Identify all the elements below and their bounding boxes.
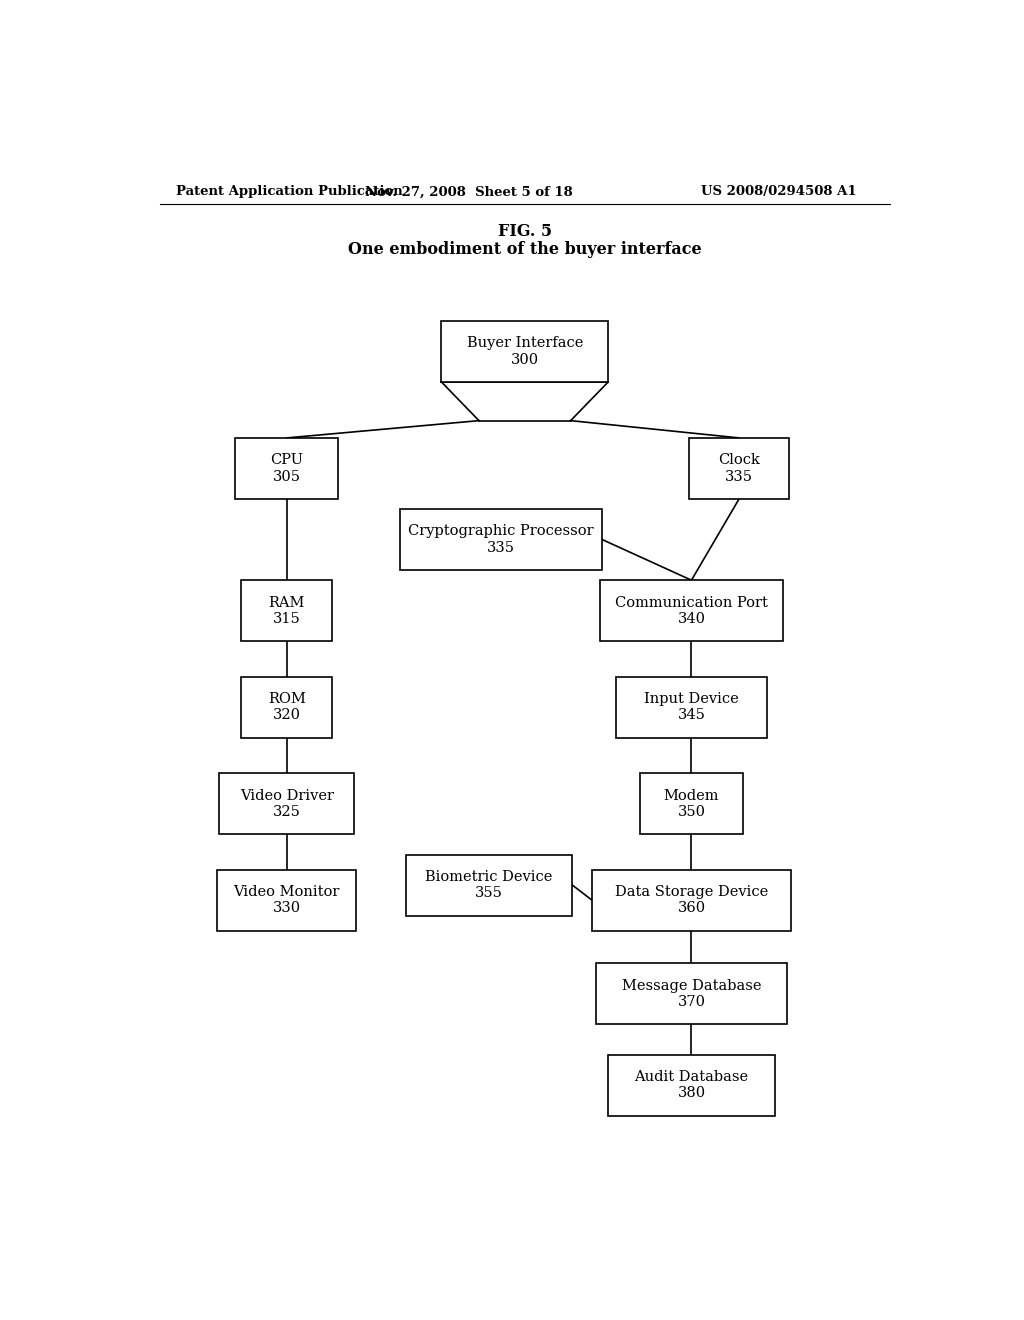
FancyBboxPatch shape bbox=[596, 964, 786, 1024]
FancyBboxPatch shape bbox=[689, 438, 788, 499]
Text: Nov. 27, 2008  Sheet 5 of 18: Nov. 27, 2008 Sheet 5 of 18 bbox=[366, 185, 573, 198]
Text: RAM
315: RAM 315 bbox=[268, 595, 305, 626]
FancyBboxPatch shape bbox=[608, 1055, 775, 1115]
FancyBboxPatch shape bbox=[592, 870, 791, 931]
FancyBboxPatch shape bbox=[406, 854, 572, 916]
Text: Message Database
370: Message Database 370 bbox=[622, 979, 761, 1008]
FancyBboxPatch shape bbox=[236, 438, 338, 499]
Text: Input Device
345: Input Device 345 bbox=[644, 692, 739, 722]
FancyBboxPatch shape bbox=[241, 581, 333, 642]
Text: One embodiment of the buyer interface: One embodiment of the buyer interface bbox=[348, 242, 701, 259]
Text: ROM
320: ROM 320 bbox=[268, 692, 305, 722]
FancyBboxPatch shape bbox=[441, 321, 608, 381]
Text: Buyer Interface
300: Buyer Interface 300 bbox=[467, 337, 583, 367]
FancyBboxPatch shape bbox=[640, 774, 743, 834]
FancyBboxPatch shape bbox=[219, 774, 354, 834]
FancyBboxPatch shape bbox=[399, 510, 602, 570]
Text: CPU
305: CPU 305 bbox=[270, 453, 303, 483]
Text: Clock
335: Clock 335 bbox=[718, 453, 760, 483]
Text: Video Driver
325: Video Driver 325 bbox=[240, 789, 334, 818]
Text: Data Storage Device
360: Data Storage Device 360 bbox=[614, 886, 768, 916]
Text: Communication Port
340: Communication Port 340 bbox=[615, 595, 768, 626]
FancyBboxPatch shape bbox=[616, 677, 767, 738]
Text: Patent Application Publication: Patent Application Publication bbox=[176, 185, 402, 198]
Text: Modem
350: Modem 350 bbox=[664, 789, 719, 818]
Text: Biometric Device
355: Biometric Device 355 bbox=[425, 870, 553, 900]
FancyBboxPatch shape bbox=[241, 677, 333, 738]
Text: Cryptographic Processor
335: Cryptographic Processor 335 bbox=[409, 524, 594, 554]
Text: FIG. 5: FIG. 5 bbox=[498, 223, 552, 240]
FancyBboxPatch shape bbox=[600, 581, 782, 642]
Text: Video Monitor
330: Video Monitor 330 bbox=[233, 886, 340, 916]
Text: US 2008/0294508 A1: US 2008/0294508 A1 bbox=[701, 185, 856, 198]
FancyBboxPatch shape bbox=[217, 870, 356, 931]
Text: Audit Database
380: Audit Database 380 bbox=[635, 1071, 749, 1101]
